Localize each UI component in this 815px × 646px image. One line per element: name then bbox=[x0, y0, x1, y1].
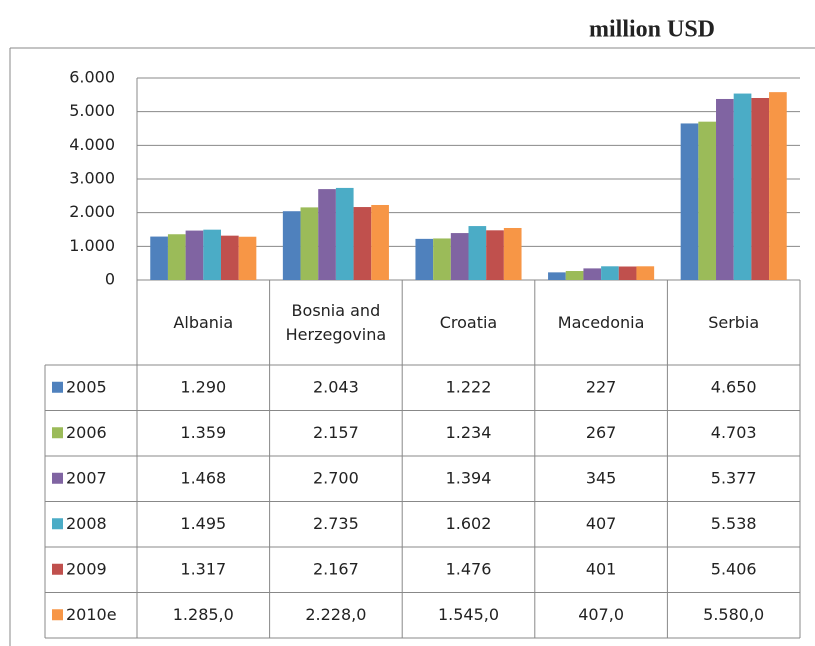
table-cell: 345 bbox=[586, 468, 617, 487]
legend-swatch bbox=[52, 563, 63, 575]
bar bbox=[503, 227, 522, 280]
table-cell: 1.602 bbox=[446, 514, 492, 533]
table-cell: 2.167 bbox=[313, 559, 359, 578]
y-tick-label: 2.000 bbox=[69, 202, 115, 221]
bar bbox=[680, 123, 699, 280]
table-cell: 267 bbox=[586, 423, 617, 442]
table-cell: 4.650 bbox=[711, 377, 757, 396]
bar bbox=[769, 92, 787, 280]
bar bbox=[468, 226, 487, 280]
y-tick-label: 5.000 bbox=[69, 101, 115, 120]
table-cell: 1.394 bbox=[446, 468, 492, 487]
legend-swatch bbox=[52, 609, 63, 621]
bar bbox=[733, 93, 752, 280]
table-cell: 4.703 bbox=[711, 423, 757, 442]
bar bbox=[150, 236, 168, 280]
legend-label: 2005 bbox=[66, 377, 107, 396]
table-cell: 1.495 bbox=[180, 514, 226, 533]
legend-label: 2007 bbox=[66, 468, 107, 487]
bar bbox=[335, 187, 354, 280]
bar bbox=[548, 272, 566, 280]
legend-label: 2006 bbox=[66, 423, 107, 442]
table-cell: 1.545,0 bbox=[438, 605, 499, 624]
bar bbox=[415, 238, 434, 280]
bar bbox=[486, 230, 504, 280]
bar bbox=[318, 189, 336, 280]
legend-swatch bbox=[52, 472, 63, 484]
table-cell: 5.377 bbox=[711, 468, 757, 487]
legend-label: 2008 bbox=[66, 514, 107, 533]
legend-swatch bbox=[52, 427, 63, 439]
table-cell: 407,0 bbox=[578, 605, 624, 624]
table-cell: 2.228,0 bbox=[305, 605, 366, 624]
table-cell: 1.476 bbox=[446, 559, 492, 578]
table-cell: 2.700 bbox=[313, 468, 359, 487]
legend-swatch bbox=[52, 381, 63, 393]
y-tick-label: 4.000 bbox=[69, 135, 115, 154]
table-cell: 401 bbox=[586, 559, 617, 578]
table-cell: 1.317 bbox=[180, 559, 226, 578]
bar bbox=[636, 266, 655, 280]
bar bbox=[698, 121, 717, 280]
x-tick-label: Bosnia and Herzegovina bbox=[285, 300, 387, 344]
table-cell: 2.735 bbox=[313, 514, 359, 533]
bar bbox=[220, 235, 239, 280]
bar bbox=[203, 229, 221, 280]
table-cell: 1.468 bbox=[180, 468, 226, 487]
table-cell: 5.580,0 bbox=[703, 605, 764, 624]
table-cell: 1.234 bbox=[446, 423, 492, 442]
table-cell: 2.043 bbox=[313, 377, 359, 396]
table-cell: 5.406 bbox=[711, 559, 757, 578]
y-tick-label: 3.000 bbox=[69, 169, 115, 188]
bar bbox=[618, 266, 637, 280]
y-tick-label: 0 bbox=[105, 270, 115, 289]
x-tick-label: Albania bbox=[173, 312, 234, 332]
legend-label: 2009 bbox=[66, 559, 107, 578]
legend-swatch bbox=[52, 518, 63, 530]
y-tick-label: 6.000 bbox=[69, 68, 115, 87]
bar bbox=[185, 230, 204, 280]
bar bbox=[583, 268, 602, 280]
table-cell: 2.157 bbox=[313, 423, 359, 442]
bar bbox=[751, 97, 770, 280]
table-cell: 1.285,0 bbox=[173, 605, 234, 624]
bar bbox=[601, 266, 619, 280]
legend-label: 2010e bbox=[66, 605, 117, 624]
bar bbox=[353, 207, 372, 280]
table-cell: 407 bbox=[586, 514, 617, 533]
bar bbox=[167, 234, 186, 280]
bar bbox=[450, 233, 469, 280]
bar bbox=[282, 211, 301, 280]
table-cell: 1.290 bbox=[180, 377, 226, 396]
chart-title: million USD bbox=[589, 17, 715, 43]
x-tick-label: Croatia bbox=[439, 312, 498, 332]
bar bbox=[433, 238, 451, 280]
bar bbox=[716, 98, 734, 280]
x-tick-label: Macedonia bbox=[557, 312, 645, 332]
bar bbox=[565, 271, 584, 280]
bar bbox=[300, 207, 319, 280]
table-cell: 5.538 bbox=[711, 514, 757, 533]
x-tick-label: Serbia bbox=[708, 312, 760, 332]
table-cell: 1.359 bbox=[180, 423, 226, 442]
bar bbox=[238, 236, 257, 280]
table-cell: 1.222 bbox=[446, 377, 492, 396]
bar bbox=[371, 204, 389, 280]
table-cell: 227 bbox=[586, 377, 617, 396]
y-tick-label: 1.000 bbox=[69, 236, 115, 255]
